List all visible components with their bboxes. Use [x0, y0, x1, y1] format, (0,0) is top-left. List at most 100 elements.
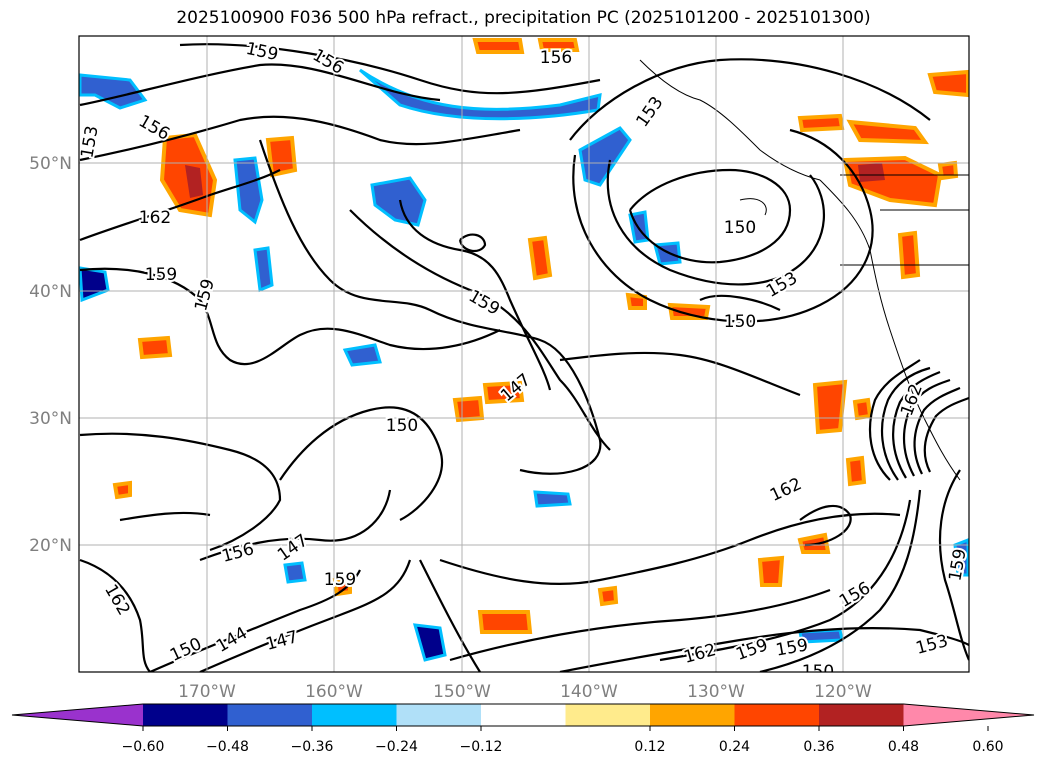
precip-positive-blob: [472, 38, 525, 54]
lon-label-130w: 130°W: [687, 682, 745, 702]
lat-label-40n: 40°N: [29, 282, 72, 302]
coastline: [739, 198, 767, 216]
precip-positive-blob: [927, 69, 969, 98]
precip-positive-blob: [112, 480, 132, 500]
precip-negative-blob: [283, 561, 307, 584]
contour-line: [179, 43, 601, 95]
contour-label: 150: [802, 662, 834, 682]
contour-line: [419, 559, 481, 672]
contour-line: [119, 511, 211, 522]
precip-positive-blob: [332, 575, 352, 597]
precip-negative-band: [359, 68, 602, 121]
figure-title: 2025100900 F036 500 hPa refract., precip…: [176, 8, 871, 28]
colorbar-extend-high: [903, 704, 1034, 726]
colorbar-segment: [565, 704, 651, 726]
contour-line: [79, 432, 282, 552]
precip-positive-blob: [527, 235, 553, 281]
contour-label: 150: [724, 218, 756, 238]
coastline: [819, 179, 961, 481]
contour-line: [199, 559, 412, 672]
colorbar-segment: [819, 704, 904, 726]
colorbar-tick-label: 0.48: [888, 739, 919, 755]
contour-line: [458, 233, 487, 253]
contour-line: [279, 406, 443, 521]
colorbar-tick-label: 0.60: [972, 739, 1003, 755]
contour-line: [79, 558, 151, 672]
contour-line: [79, 115, 521, 162]
map-frame: [78, 35, 970, 673]
colorbar-tick-label: 0.12: [634, 739, 665, 755]
colorbar-tick-label: 0.24: [719, 739, 750, 755]
contour-line: [559, 351, 801, 397]
contour-line: [923, 396, 969, 473]
precip-positive-blob: [537, 38, 580, 52]
contour-label: 156: [540, 48, 572, 68]
contour-line: [258, 139, 602, 475]
contour-line: [439, 512, 901, 585]
colorbar-tick-label: −0.12: [460, 739, 503, 755]
precip-positive-blob: [846, 119, 929, 145]
precip-negative-blob: [79, 73, 148, 110]
lat-label-50n: 50°N: [29, 154, 72, 174]
contour-line: [569, 58, 931, 141]
graticule: [79, 36, 969, 672]
contour-label: 159: [324, 570, 356, 590]
coastline: [639, 59, 821, 181]
colorbar-tick-label: −0.48: [206, 739, 249, 755]
precip-positive-blob: [185, 165, 203, 198]
map-background: [79, 36, 969, 672]
precip-negative-blob: [79, 266, 110, 303]
colorbar-tick-label: −0.36: [291, 739, 334, 755]
contour-line: [913, 386, 961, 475]
contour-line: [892, 370, 941, 479]
colorbar-tick-label: −0.60: [122, 739, 165, 755]
contour-line: [79, 63, 441, 107]
precip-positive-blob: [757, 555, 785, 587]
contour-line: [79, 169, 281, 242]
precip-positive-blob: [597, 585, 619, 607]
precip-positive-blob: [858, 163, 885, 182]
contour-line: [903, 378, 951, 477]
precip-positive-blob: [852, 397, 873, 421]
contour-line: [398, 199, 552, 391]
contour-line: [449, 588, 831, 662]
lon-label-120w: 120°W: [814, 682, 872, 702]
contour-label: 150: [386, 416, 418, 436]
colorbar-labels: −0.60 −0.48 −0.36 −0.24 −0.12 0.12 0.24 0.36 0.4…: [122, 726, 1004, 755]
colorbar-segment: [396, 704, 482, 726]
colorbar-segment: [227, 704, 313, 726]
precip-positive-blob: [477, 610, 533, 634]
contour-line: [199, 489, 392, 562]
contour-label: 153: [77, 124, 102, 159]
contour-line: [880, 366, 931, 481]
contour-line: [759, 489, 922, 672]
coastlines: [639, 59, 969, 481]
contour-label: 150: [724, 312, 756, 332]
contour-line: [628, 168, 792, 264]
precip-negative-blob: [253, 246, 274, 293]
contour-label: 159: [145, 265, 177, 285]
contour-line: [938, 469, 969, 661]
contour-line: [349, 209, 611, 451]
colorbar-extend-low: [12, 704, 143, 726]
precip-positive-blob: [137, 335, 173, 360]
colorbar-segment: [650, 704, 735, 726]
contour-line: [799, 504, 852, 547]
precip-negative-blob: [342, 343, 382, 367]
precip-negative-blob: [533, 490, 572, 508]
lat-label-20n: 20°N: [29, 536, 72, 556]
lon-label-170w: 170°W: [178, 682, 236, 702]
colorbar-segment: [734, 704, 820, 726]
colorbar-tick-label: 0.36: [803, 739, 834, 755]
contour-line: [699, 294, 781, 311]
precip-positive-blob: [812, 379, 848, 435]
contour-line: [606, 159, 826, 286]
precip-positive-blob: [937, 160, 959, 181]
precip-positive-blob: [897, 230, 921, 280]
colorbar-segment: [481, 704, 566, 726]
contour-label: 159: [945, 547, 970, 582]
colorbar-segment: [312, 704, 397, 726]
colorbar: [11, 703, 1035, 727]
